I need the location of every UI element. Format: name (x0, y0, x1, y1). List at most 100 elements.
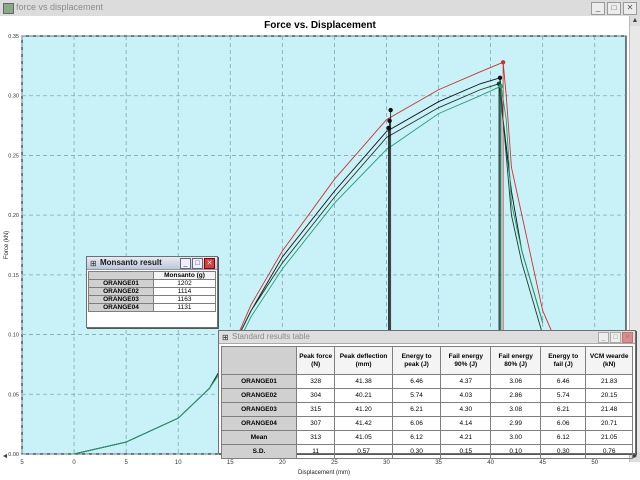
column-header: Fail energy 80% (J) (490, 346, 542, 375)
cell: 0.10 (490, 444, 542, 459)
chart-title: Force vs. Displacement (264, 20, 376, 31)
cell: 3.00 (490, 430, 542, 445)
cell: 0.57 (334, 444, 393, 459)
table-row: ORANGE01 1202 (88, 279, 216, 288)
x-axis-label: Displacement (mm) (298, 470, 350, 476)
cell: 4.03 (440, 388, 492, 403)
cell: 6.21 (391, 402, 442, 417)
cell: 2.86 (490, 388, 542, 403)
row-label: Mean (221, 430, 297, 445)
cell: 3.06 (490, 374, 542, 389)
monsanto-result-window[interactable]: ⊞ Monsanto result _ □ ✕ Monsanto (g) ORA… (86, 256, 218, 328)
cell: 21.48 (585, 402, 633, 417)
cell: 4.21 (440, 430, 492, 445)
x-tick-label: 25 (331, 460, 338, 466)
scroll-up-icon[interactable]: ▲ (630, 16, 640, 26)
cell: 2.99 (490, 416, 542, 431)
cell: 6.12 (391, 430, 442, 445)
minimize-icon[interactable]: _ (591, 2, 605, 15)
cell: 315 (295, 402, 336, 417)
monsanto-header: Monsanto (g) (153, 271, 216, 280)
scroll-down-icon[interactable]: ▼ (630, 452, 640, 462)
cell: 328 (295, 374, 336, 389)
y-tick-label: 0.20 (8, 213, 19, 219)
y-tick-label: 0.05 (8, 392, 19, 398)
x-tick-label: 15 (227, 460, 234, 466)
cell: 0.15 (440, 444, 492, 459)
cell: 4.14 (440, 416, 492, 431)
cell: 5.74 (540, 388, 587, 403)
cell: 4.37 (440, 374, 492, 389)
cell: 6.46 (540, 374, 587, 389)
window-title: force vs displacement (16, 2, 104, 12)
cell: 41.38 (334, 374, 393, 389)
x-tick-label: 5 (124, 460, 128, 466)
cell: 6.46 (391, 374, 442, 389)
monsanto-title-bar[interactable]: ⊞ Monsanto result _ □ ✕ (87, 257, 217, 270)
column-header: VCM wearde (kN) (585, 346, 633, 375)
monsanto-window-title: Monsanto result (100, 258, 162, 267)
series-line (73, 85, 544, 455)
cell: 6.06 (540, 416, 587, 431)
x-tick-label: 5 (20, 460, 24, 466)
table-row: ORANGE01 328 41.38 6.46 4.37 3.06 6.46 2… (221, 374, 633, 389)
row-value: 1131 (153, 303, 216, 312)
y-tick-label: 0.10 (8, 333, 19, 339)
row-label: ORANGE01 (88, 279, 154, 288)
cell: 0.30 (540, 444, 587, 459)
x-tick-label: 30 (383, 460, 390, 466)
cell: 21.83 (585, 374, 633, 389)
cell: 20.15 (585, 388, 633, 403)
cell: 5.74 (391, 388, 442, 403)
column-header: Energy to fail (J) (540, 346, 587, 375)
cell: 0.30 (391, 444, 442, 459)
monsanto-table: Monsanto (g) ORANGE01 1202 ORANGE02 1114 O… (88, 271, 216, 312)
standard-results-window[interactable]: ⊞ Standard results table _ □ ✕ Peak forc… (218, 330, 636, 459)
cell: 304 (295, 388, 336, 403)
row-value: 1114 (153, 287, 216, 296)
table-row: ORANGE02 1114 (88, 287, 216, 296)
table-row: Mean 313 41.05 6.12 4.21 3.00 6.12 21.05 (221, 430, 633, 445)
y-tick-label: 0.15 (8, 273, 19, 279)
cell: 4.30 (440, 402, 492, 417)
results-window-title: Standard results table (232, 332, 310, 341)
x-tick-label: 10 (175, 460, 182, 466)
x-tick-label: 45 (539, 460, 546, 466)
close-icon[interactable]: ✕ (623, 2, 637, 15)
cell: 313 (295, 430, 336, 445)
close-icon[interactable]: ✕ (204, 258, 215, 269)
x-tick-label: 50 (591, 460, 598, 466)
y-axis-label: Force (kN) (4, 231, 10, 259)
cell: 20.71 (585, 416, 633, 431)
cell: 40.21 (334, 388, 393, 403)
table-row: ORANGE03 315 41.20 6.21 4.30 3.08 6.21 2… (221, 402, 633, 417)
results-title-bar[interactable]: ⊞ Standard results table _ □ ✕ (219, 331, 635, 344)
cell: 6.21 (540, 402, 587, 417)
maximize-icon[interactable]: □ (192, 258, 203, 269)
cell: 41.20 (334, 402, 393, 417)
column-header: Fail energy 90% (J) (440, 346, 492, 375)
row-label: ORANGE01 (221, 374, 297, 389)
close-icon[interactable]: ✕ (622, 332, 633, 343)
table-row: S.D. 11 0.57 0.30 0.15 0.10 0.30 0.76 (221, 444, 633, 459)
row-label: ORANGE02 (88, 287, 154, 296)
x-tick-label: 0 (72, 460, 76, 466)
cell: 3.08 (490, 402, 542, 417)
y-tick-label: 0.35 (8, 34, 19, 40)
table-corner (221, 346, 297, 375)
table-row: ORANGE03 1163 (88, 295, 216, 304)
vertical-scrollbar[interactable]: ▲ ▼ (629, 16, 640, 462)
minimize-icon[interactable]: _ (180, 258, 191, 269)
row-label: ORANGE04 (88, 303, 154, 312)
column-header: Peak deflection (mm) (334, 346, 393, 375)
x-tick-label: 40 (487, 460, 494, 466)
minimize-icon[interactable]: _ (598, 332, 609, 343)
x-tick-label: 20 (279, 460, 286, 466)
scroll-left-icon[interactable]: ◄ (1, 453, 9, 460)
row-label: ORANGE03 (88, 295, 154, 304)
scroll-right-icon[interactable]: ► (631, 453, 639, 460)
column-header: Peak force (N) (295, 346, 336, 375)
row-value: 1202 (153, 279, 216, 288)
maximize-icon[interactable]: □ (607, 2, 621, 15)
maximize-icon[interactable]: □ (610, 332, 621, 343)
